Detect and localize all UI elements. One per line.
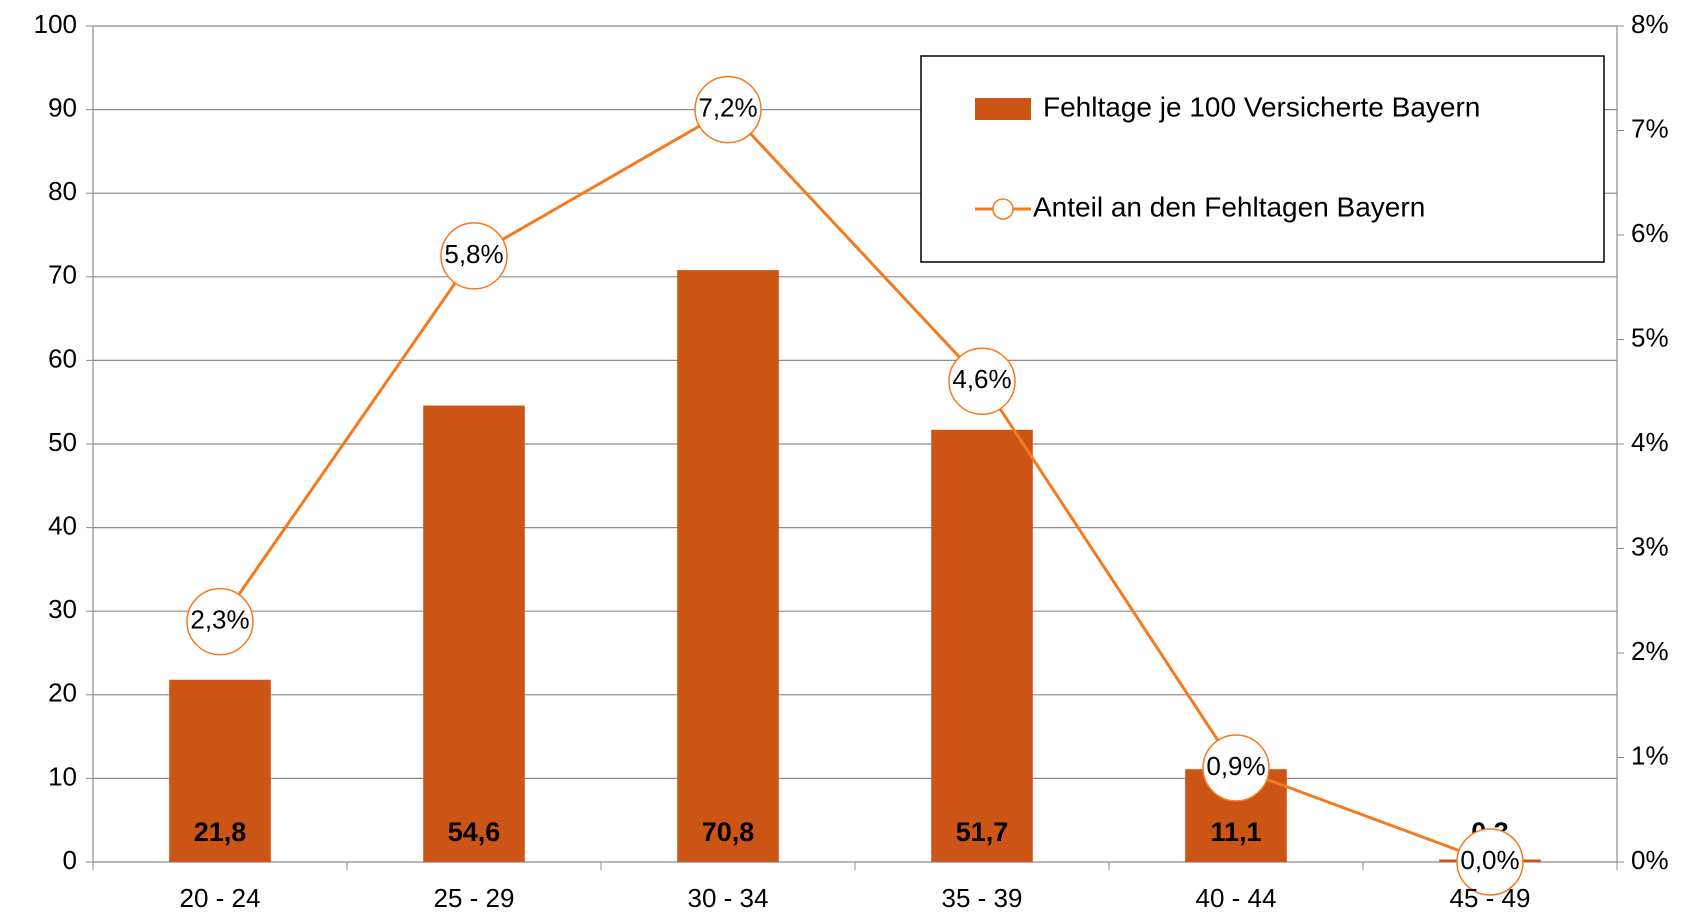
bar [677, 270, 779, 862]
y-tick-label: 10 [48, 761, 77, 791]
y-tick-label: 0 [63, 845, 77, 875]
bar [931, 429, 1033, 862]
y-tick-label: 40 [48, 510, 77, 540]
line-value-label: 5,8% [444, 239, 503, 269]
y-tick-label: 80 [48, 176, 77, 206]
y2-tick-label: 0% [1631, 845, 1669, 875]
line-value-label: 2,3% [190, 605, 249, 635]
bar-value-label: 70,8 [702, 817, 755, 847]
x-tick-label: 40 - 44 [1196, 883, 1277, 913]
legend-marker [992, 198, 1014, 220]
line-marker [1202, 734, 1270, 802]
y-tick-label: 50 [48, 427, 77, 457]
y2-tick-label: 1% [1631, 740, 1669, 770]
legend-box [920, 55, 1605, 263]
legend-swatch [975, 98, 1031, 120]
y2-tick-label: 3% [1631, 531, 1669, 561]
bar-value-label: 21,8 [194, 817, 247, 847]
bar-value-label: 54,6 [448, 817, 501, 847]
line-value-label: 0,9% [1206, 751, 1265, 781]
x-tick-label: 25 - 29 [434, 883, 515, 913]
y2-tick-label: 4% [1631, 427, 1669, 457]
line-marker [1456, 828, 1524, 896]
line-value-label: 4,6% [952, 364, 1011, 394]
line-marker [440, 222, 508, 290]
y2-tick-label: 2% [1631, 636, 1669, 666]
x-tick-label: 30 - 34 [688, 883, 769, 913]
legend-label: Anteil an den Fehltagen Bayern [1033, 191, 1425, 222]
y2-tick-label: 6% [1631, 218, 1669, 248]
line-marker [186, 587, 254, 656]
x-tick-label: 20 - 24 [180, 883, 261, 913]
line-marker [948, 347, 1016, 416]
y-tick-label: 30 [48, 594, 77, 624]
legend-label: Fehltage je 100 Versicherte Bayern [1043, 91, 1480, 122]
y-tick-label: 20 [48, 678, 77, 708]
y-tick-label: 60 [48, 343, 77, 373]
line-value-label: 0,0% [1460, 845, 1519, 875]
bar [169, 679, 271, 862]
bar [423, 405, 525, 862]
y-tick-label: 90 [48, 92, 77, 122]
y-tick-label: 70 [48, 260, 77, 290]
bar-value-label: 11,1 [1210, 817, 1261, 847]
y-tick-label: 100 [34, 9, 77, 39]
line-marker [694, 75, 762, 144]
y2-tick-label: 5% [1631, 322, 1669, 352]
x-tick-label: 35 - 39 [942, 883, 1023, 913]
line [218, 107, 1491, 864]
x-tick-label: 45 - 49 [1450, 883, 1531, 913]
y2-tick-label: 8% [1631, 9, 1669, 39]
line-value-label: 7,2% [698, 92, 757, 122]
bar-value-label: 51,7 [956, 817, 1009, 847]
y2-tick-label: 7% [1631, 113, 1669, 143]
